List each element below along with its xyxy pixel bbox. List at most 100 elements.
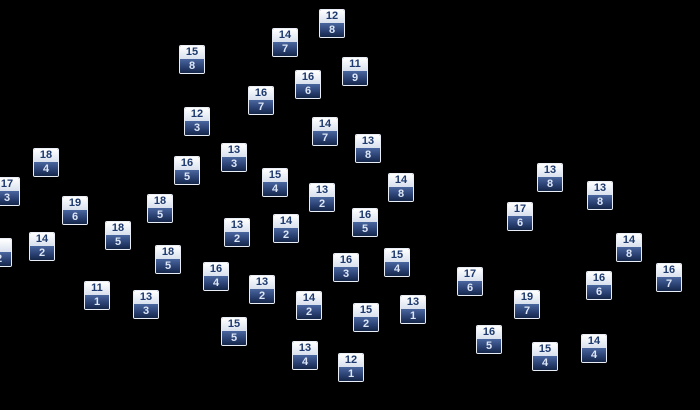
marker-top-value: 16 [353, 209, 377, 222]
marker-bottom-value: 5 [156, 259, 180, 273]
marker-bottom-value: 1 [339, 367, 363, 381]
hi-lo-marker[interactable]: 13 3 [133, 290, 159, 319]
marker-bottom-value: 2 [297, 305, 321, 319]
hi-lo-marker[interactable]: 16 3 [333, 253, 359, 282]
hi-lo-marker[interactable]: 16 6 [295, 70, 321, 99]
marker-bottom-value: 1 [401, 309, 425, 323]
marker-top-value: 14 [313, 118, 337, 131]
marker-bottom-value: 4 [204, 276, 228, 290]
marker-bottom-value: 5 [477, 339, 501, 353]
hi-lo-marker[interactable]: 19 6 [62, 196, 88, 225]
hi-lo-marker[interactable]: 14 2 [29, 232, 55, 261]
marker-bottom-value: 2 [310, 197, 334, 211]
hi-lo-marker[interactable]: 15 4 [532, 342, 558, 371]
hi-lo-marker[interactable]: 16 5 [174, 156, 200, 185]
hi-lo-marker[interactable]: 13 8 [537, 163, 563, 192]
marker-top-value [0, 239, 11, 252]
marker-top-value: 16 [334, 254, 358, 267]
marker-top-value: 15 [385, 249, 409, 262]
marker-bottom-value: 1 [85, 295, 109, 309]
marker-bottom-value: 7 [313, 131, 337, 145]
marker-top-value: 15 [222, 318, 246, 331]
hi-lo-marker[interactable]: 18 5 [147, 194, 173, 223]
hi-lo-marker[interactable]: 13 2 [249, 275, 275, 304]
hi-lo-marker[interactable]: 14 2 [273, 214, 299, 243]
marker-bottom-value: 8 [617, 247, 641, 261]
hi-lo-marker[interactable]: 16 4 [203, 262, 229, 291]
hi-lo-marker[interactable]: 11 1 [84, 281, 110, 310]
hi-lo-marker[interactable]: 11 9 [342, 57, 368, 86]
marker-bottom-value: 2 [0, 252, 11, 266]
marker-top-value: 13 [401, 296, 425, 309]
hi-lo-marker[interactable]: 14 2 [296, 291, 322, 320]
hi-lo-marker[interactable]: 18 4 [33, 148, 59, 177]
marker-top-value: 13 [310, 184, 334, 197]
marker-bottom-value: 2 [225, 232, 249, 246]
marker-top-value: 13 [293, 342, 317, 355]
marker-top-value: 18 [34, 149, 58, 162]
hi-lo-marker[interactable]: 15 4 [262, 168, 288, 197]
marker-top-value: 18 [156, 246, 180, 259]
marker-top-value: 16 [204, 263, 228, 276]
hi-lo-marker[interactable]: 13 8 [587, 181, 613, 210]
marker-bottom-value: 6 [296, 84, 320, 98]
marker-bottom-value: 8 [180, 59, 204, 73]
hi-lo-marker[interactable]: 13 8 [355, 134, 381, 163]
hi-lo-marker[interactable]: 14 8 [616, 233, 642, 262]
marker-top-value: 14 [582, 335, 606, 348]
marker-top-value: 11 [85, 282, 109, 295]
hi-lo-marker[interactable]: 16 7 [248, 86, 274, 115]
hi-lo-marker[interactable]: 13 1 [400, 295, 426, 324]
marker-top-value: 14 [297, 292, 321, 305]
hi-lo-marker[interactable]: 13 2 [224, 218, 250, 247]
marker-bottom-value: 5 [353, 222, 377, 236]
marker-bottom-value: 2 [250, 289, 274, 303]
hi-lo-marker[interactable]: 12 8 [319, 9, 345, 38]
hi-lo-marker[interactable]: 13 4 [292, 341, 318, 370]
marker-bottom-value: 8 [588, 195, 612, 209]
hi-lo-marker[interactable]: 12 3 [184, 107, 210, 136]
marker-bottom-value: 4 [582, 348, 606, 362]
marker-bottom-value: 5 [175, 170, 199, 184]
marker-top-value: 13 [222, 144, 246, 157]
hi-lo-marker[interactable]: 18 5 [105, 221, 131, 250]
hi-lo-marker[interactable]: 15 2 [353, 303, 379, 332]
marker-top-value: 13 [134, 291, 158, 304]
marker-bottom-value: 6 [63, 210, 87, 224]
marker-bottom-value: 5 [148, 208, 172, 222]
marker-top-value: 16 [657, 264, 681, 277]
hi-lo-marker[interactable]: 19 7 [514, 290, 540, 319]
marker-bottom-value: 5 [106, 235, 130, 249]
hi-lo-marker[interactable]: 2 [0, 238, 12, 267]
hi-lo-marker[interactable]: 16 6 [586, 271, 612, 300]
hi-lo-marker[interactable]: 14 8 [388, 173, 414, 202]
hi-lo-marker[interactable]: 12 1 [338, 353, 364, 382]
hi-lo-marker[interactable]: 14 7 [272, 28, 298, 57]
marker-top-value: 14 [274, 215, 298, 228]
hi-lo-marker[interactable]: 13 3 [221, 143, 247, 172]
hi-lo-marker[interactable]: 16 7 [656, 263, 682, 292]
marker-top-value: 13 [356, 135, 380, 148]
marker-bottom-value: 2 [30, 246, 54, 260]
hi-lo-marker[interactable]: 17 6 [457, 267, 483, 296]
hi-lo-marker[interactable]: 18 5 [155, 245, 181, 274]
hi-lo-marker[interactable]: 14 7 [312, 117, 338, 146]
marker-top-value: 16 [587, 272, 611, 285]
hi-lo-marker[interactable]: 17 3 [0, 177, 20, 206]
marker-top-value: 14 [30, 233, 54, 246]
hi-lo-marker[interactable]: 15 4 [384, 248, 410, 277]
marker-top-value: 16 [175, 157, 199, 170]
marker-top-value: 14 [389, 174, 413, 187]
hi-lo-marker[interactable]: 15 8 [179, 45, 205, 74]
marker-bottom-value: 2 [274, 228, 298, 242]
hi-lo-marker[interactable]: 13 2 [309, 183, 335, 212]
marker-top-value: 17 [508, 203, 532, 216]
marker-top-value: 19 [515, 291, 539, 304]
hi-lo-marker[interactable]: 17 6 [507, 202, 533, 231]
marker-bottom-value: 6 [458, 281, 482, 295]
hi-lo-marker[interactable]: 14 4 [581, 334, 607, 363]
hi-lo-marker[interactable]: 16 5 [352, 208, 378, 237]
hi-lo-marker[interactable]: 15 5 [221, 317, 247, 346]
hi-lo-marker[interactable]: 16 5 [476, 325, 502, 354]
